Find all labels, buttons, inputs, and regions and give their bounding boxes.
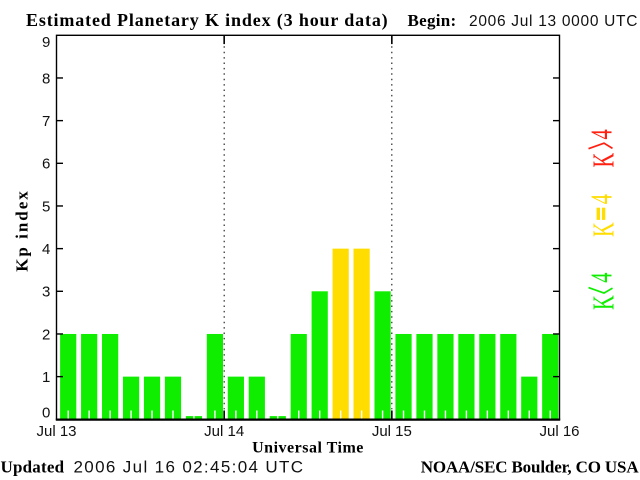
svg-text:Universal Time: Universal Time: [252, 439, 364, 456]
svg-text:4: 4: [584, 194, 618, 204]
svg-text:2: 2: [42, 326, 50, 343]
svg-text:4: 4: [42, 241, 50, 258]
svg-text:Jul 15: Jul 15: [372, 423, 412, 440]
svg-text:K: K: [586, 153, 620, 168]
svg-text:Jul 13: Jul 13: [36, 423, 76, 440]
svg-text:1: 1: [42, 369, 50, 386]
svg-text:3: 3: [42, 284, 50, 301]
svg-text:4: 4: [584, 129, 618, 139]
svg-text:9: 9: [42, 34, 50, 51]
svg-text:Begin:: Begin:: [408, 11, 457, 30]
svg-text:7: 7: [42, 113, 50, 130]
svg-text:Kp index: Kp index: [13, 189, 32, 272]
svg-text:8: 8: [42, 70, 50, 87]
svg-text:Jul 16: Jul 16: [539, 423, 579, 440]
svg-text:Updated: Updated: [1, 458, 65, 477]
svg-text:4: 4: [584, 272, 618, 282]
svg-text:2006 Jul 16 02:45:04 UTC: 2006 Jul 16 02:45:04 UTC: [74, 458, 305, 477]
svg-text:Estimated Planetary K index (3: Estimated Planetary K index (3 hour data…: [26, 10, 389, 31]
svg-text:6: 6: [42, 156, 50, 173]
svg-text:5: 5: [42, 198, 50, 215]
svg-text:Jul 14: Jul 14: [204, 423, 244, 440]
svg-text:NOAA/SEC Boulder, CO USA: NOAA/SEC Boulder, CO USA: [421, 458, 640, 477]
svg-text:K: K: [586, 295, 620, 310]
svg-text:K: K: [586, 222, 620, 237]
svg-text:0: 0: [42, 404, 50, 421]
svg-text:2006 Jul 13 0000 UTC: 2006 Jul 13 0000 UTC: [469, 13, 638, 30]
